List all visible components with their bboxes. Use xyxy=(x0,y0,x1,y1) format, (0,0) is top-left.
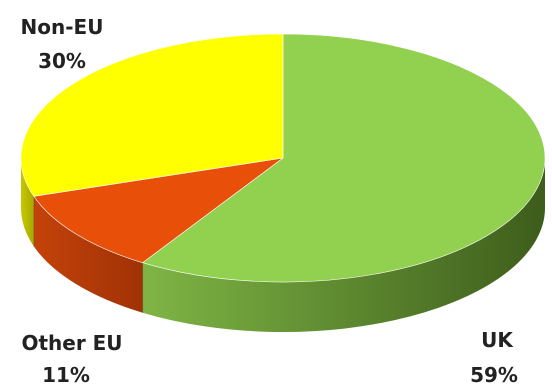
label-non-eu-name: Non-EU xyxy=(21,15,104,39)
slice-uk xyxy=(141,33,546,283)
pie-labels: Non-EU 30% Other EU 11% UK 59% xyxy=(21,15,518,387)
side-non-eu xyxy=(21,158,34,247)
slice-other-eu xyxy=(33,157,284,264)
label-uk-name: UK xyxy=(481,328,514,352)
pie-tops xyxy=(20,33,546,283)
label-non-eu-value: 30% xyxy=(38,49,86,73)
pie-sides xyxy=(21,158,545,332)
slice-non-eu xyxy=(20,33,284,197)
side-uk xyxy=(142,158,545,332)
side-other-eu xyxy=(33,196,143,313)
label-other-eu-value: 11% xyxy=(42,363,90,387)
label-uk-value: 59% xyxy=(470,363,518,387)
label-other-eu-name: Other EU xyxy=(21,331,122,355)
